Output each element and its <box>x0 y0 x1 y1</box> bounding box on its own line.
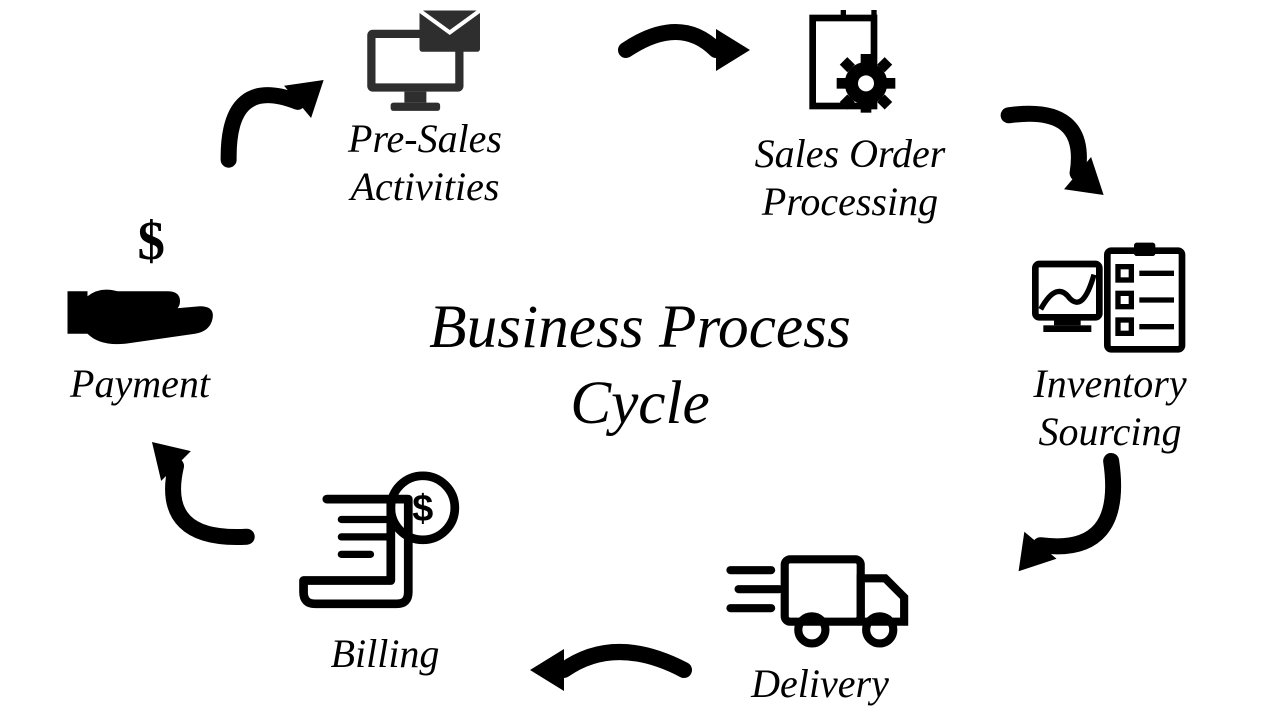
node-label: Billing <box>295 630 475 678</box>
diagram-title: Business Process Cycle <box>380 289 900 442</box>
node-label: Payment <box>40 360 240 408</box>
truck-fast-icon <box>725 540 915 660</box>
invoice-dollar-icon: $ <box>295 470 475 630</box>
hand-dollar-icon: $ <box>65 210 215 360</box>
diagram-stage: Business Process Cycle Pre-Sales Activit… <box>0 0 1280 720</box>
arrow-billing-to-payment <box>113 403 297 587</box>
node-inventory: Inventory Sourcing <box>995 240 1225 456</box>
document-gear-icon <box>780 10 920 130</box>
svg-text:$: $ <box>138 210 166 271</box>
node-payment: $ Payment <box>40 210 240 408</box>
node-delivery: Delivery <box>720 540 920 708</box>
arrow-presales-to-salesorder <box>610 20 750 80</box>
arrow-delivery-to-billing <box>530 640 700 700</box>
node-billing: $ Billing <box>295 470 475 678</box>
node-sales-order: Sales Order Processing <box>710 10 990 226</box>
computer-mail-icon <box>350 5 500 115</box>
title-line1: Business Process <box>429 293 851 361</box>
clipboard-monitor-icon <box>1030 240 1190 360</box>
svg-text:$: $ <box>412 488 433 530</box>
node-label: Sales Order Processing <box>710 130 990 226</box>
node-label: Delivery <box>720 660 920 708</box>
title-line2: Cycle <box>570 369 710 437</box>
